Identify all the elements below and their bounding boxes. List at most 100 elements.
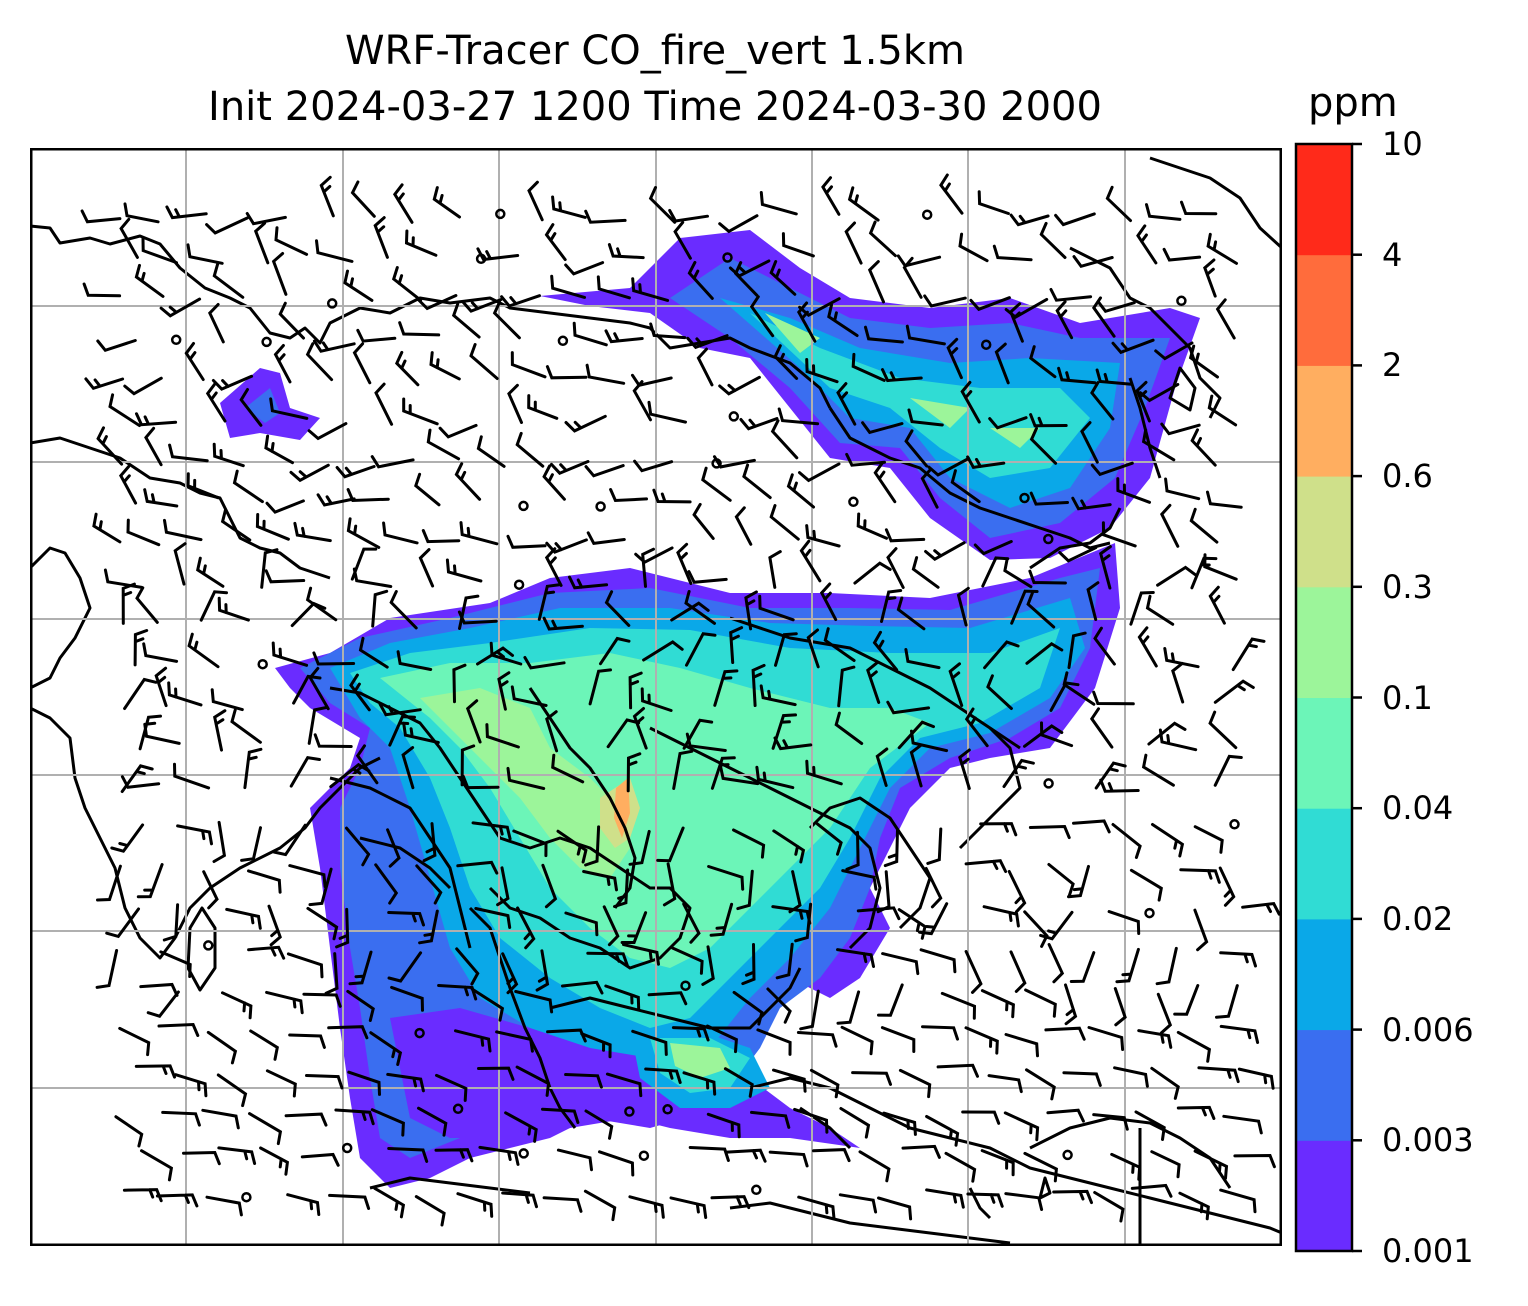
wind-barb <box>545 710 559 753</box>
wind-barb <box>641 547 655 588</box>
wind-barb <box>969 296 1011 312</box>
wind-barb <box>1092 690 1135 706</box>
colorbar-tick-label: 0.1 <box>1382 678 1433 717</box>
wind-barb <box>456 1192 494 1218</box>
wind-barb <box>905 324 946 346</box>
wind-barb <box>312 339 356 353</box>
wind-barb <box>123 677 158 710</box>
wind-barb <box>485 723 520 749</box>
wind-barb <box>284 1112 328 1127</box>
wind-barb <box>964 1026 999 1055</box>
map-panel <box>30 148 1282 1246</box>
wind-barb <box>492 300 521 340</box>
wind-barb <box>642 640 684 662</box>
wind-barb <box>142 642 179 663</box>
wind-barb <box>139 982 179 997</box>
wind-barb <box>199 590 228 622</box>
wind-barb <box>584 1109 614 1140</box>
wind-barb <box>1086 581 1100 621</box>
wind-barb <box>80 209 122 224</box>
wind-barb <box>305 342 334 382</box>
wind-barb <box>732 828 766 859</box>
wind-barb <box>1129 591 1155 626</box>
wind-barb <box>836 382 857 426</box>
wind-barb <box>456 860 499 875</box>
wind-barb <box>868 220 897 258</box>
wind-barb <box>174 1073 208 1098</box>
wind-barb <box>245 212 287 226</box>
wind-barb <box>136 863 164 899</box>
wind-barb <box>308 867 333 907</box>
wind-barb <box>851 1071 892 1086</box>
wind-barb <box>120 764 154 793</box>
wind-barb <box>118 1026 151 1057</box>
wind-barb <box>1029 345 1057 379</box>
wind-barb <box>369 1031 403 1066</box>
wind-barb <box>1141 753 1175 787</box>
wind-barb <box>964 707 989 748</box>
calm-wind-marker <box>170 334 182 346</box>
wind-barb <box>979 822 1018 837</box>
wind-barb <box>958 232 989 263</box>
wind-barb <box>927 457 971 477</box>
wind-barb <box>167 681 203 707</box>
wind-barb <box>205 1195 243 1217</box>
wind-barb <box>696 347 714 387</box>
wind-barb <box>542 464 566 501</box>
wind-barb <box>390 985 424 1012</box>
wind-barb <box>1004 1192 1044 1211</box>
wind-barb <box>1215 984 1239 1019</box>
calm-wind-marker <box>1043 533 1054 545</box>
wind-barb <box>966 1192 1004 1208</box>
wind-barb <box>186 472 220 500</box>
wind-barb <box>1208 585 1226 625</box>
wind-barb <box>1222 1114 1263 1135</box>
wind-barb <box>898 1068 932 1099</box>
calm-wind-marker <box>662 1104 673 1115</box>
wind-barb <box>438 423 478 439</box>
wind-barb <box>201 1108 240 1130</box>
wind-barb <box>550 460 590 475</box>
wind-barb <box>265 499 305 514</box>
wind-barb <box>685 632 717 667</box>
wind-barb <box>168 443 209 463</box>
wind-barb <box>154 666 168 708</box>
wind-barb <box>1067 864 1090 899</box>
wind-barb <box>255 513 290 541</box>
wind-barb <box>599 636 631 666</box>
wind-barb <box>221 991 253 1020</box>
wind-barb <box>1028 569 1067 585</box>
wind-barb <box>640 687 673 712</box>
calm-wind-marker <box>452 1103 464 1115</box>
colorbar-segment <box>1296 476 1352 588</box>
wind-barb <box>918 902 949 936</box>
calm-wind-marker <box>557 335 569 347</box>
calm-wind-marker <box>203 940 214 951</box>
wind-barb <box>544 547 563 587</box>
calm-wind-marker <box>680 980 691 991</box>
wind-barb <box>176 824 213 846</box>
wind-barb <box>673 220 692 260</box>
wind-barb <box>709 902 734 937</box>
calm-wind-marker <box>638 1150 650 1161</box>
wind-barb <box>347 1070 381 1096</box>
wind-barb <box>392 183 414 224</box>
wind-barb <box>312 651 356 666</box>
wind-barb <box>1176 1105 1216 1120</box>
wind-barb <box>1219 1188 1257 1214</box>
wind-barb <box>157 1022 200 1037</box>
wind-barb <box>387 911 425 927</box>
wind-barb <box>212 262 245 299</box>
wind-barb <box>417 1106 448 1137</box>
wind-barb <box>564 261 605 276</box>
wind-barb <box>1069 951 1096 983</box>
wind-barb <box>866 661 881 704</box>
wind-barb <box>1180 200 1218 216</box>
wind-barb <box>772 829 806 864</box>
wind-barb <box>426 428 461 461</box>
wind-barb <box>550 274 586 299</box>
wind-barb <box>506 766 546 790</box>
wind-barb <box>950 469 981 504</box>
wind-barb <box>143 722 181 745</box>
wind-barb <box>335 465 376 479</box>
